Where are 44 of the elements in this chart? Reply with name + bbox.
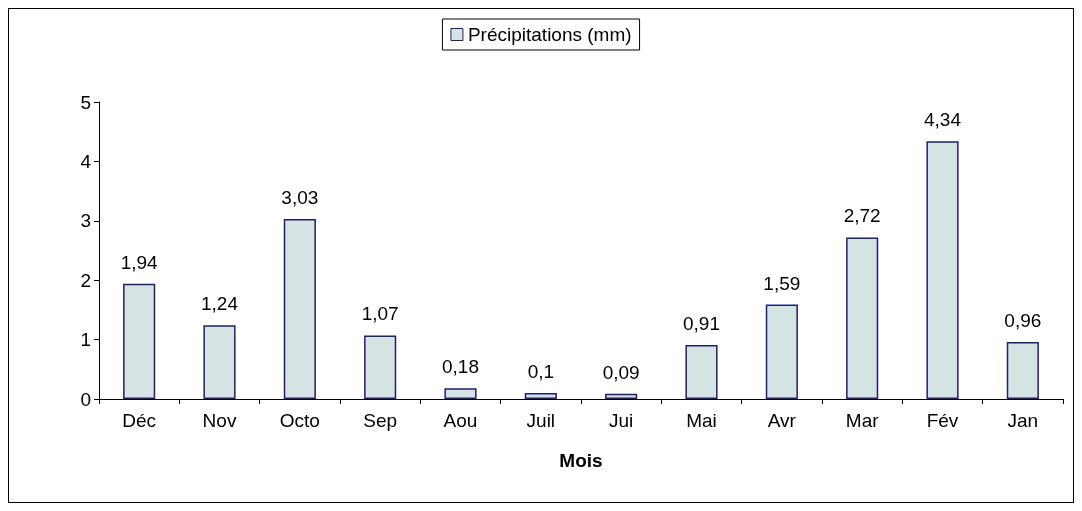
x-tick-label: Fév xyxy=(926,410,959,431)
x-tick-label: Jui xyxy=(609,410,634,431)
data-label: 4,34 xyxy=(924,109,962,131)
data-label: 0,1 xyxy=(527,361,555,383)
y-tick-label: 2 xyxy=(80,269,91,291)
bar xyxy=(444,388,477,399)
x-tick-label: Mai xyxy=(686,410,717,431)
x-tick-label: Sep xyxy=(363,410,398,431)
data-label: 0,91 xyxy=(683,312,720,334)
legend-label: Précipitations (mm) xyxy=(467,24,632,45)
x-tick-label: Déc xyxy=(122,410,157,431)
x-tick-label: Avr xyxy=(767,410,797,431)
bar xyxy=(123,283,156,399)
x-tick-label: Mar xyxy=(845,410,880,431)
data-label: 2,72 xyxy=(843,205,881,227)
data-label: 3,03 xyxy=(281,187,319,209)
y-tick-label: 3 xyxy=(80,210,91,232)
x-tick-label: Juil xyxy=(526,410,556,431)
x-tick-label: Jan xyxy=(1007,410,1039,431)
bar xyxy=(364,335,397,399)
bar xyxy=(1006,341,1039,399)
bar xyxy=(926,141,959,399)
bar xyxy=(203,325,236,399)
data-label: 1,59 xyxy=(763,272,801,294)
data-label: 1,24 xyxy=(201,293,239,315)
bar xyxy=(685,344,718,399)
x-tick-label: Nov xyxy=(202,410,237,431)
x-axis-title: Mois xyxy=(559,450,603,471)
data-label: 1,07 xyxy=(361,303,399,325)
bar xyxy=(524,393,557,399)
y-tick-label: 4 xyxy=(80,150,92,172)
data-label: 0,09 xyxy=(602,361,640,383)
y-tick-label: 1 xyxy=(80,329,91,351)
bar xyxy=(605,393,638,399)
x-tick-label: Octo xyxy=(279,410,320,431)
y-tick-label: 0 xyxy=(80,388,91,410)
bar xyxy=(765,304,798,399)
data-label: 0,96 xyxy=(1004,309,1042,331)
data-label: 0,18 xyxy=(442,356,479,378)
x-tick-label: Aou xyxy=(443,410,478,431)
data-label: 1,94 xyxy=(120,251,159,273)
y-tick-label: 5 xyxy=(80,91,91,113)
bar xyxy=(846,237,879,399)
bar xyxy=(283,219,316,399)
